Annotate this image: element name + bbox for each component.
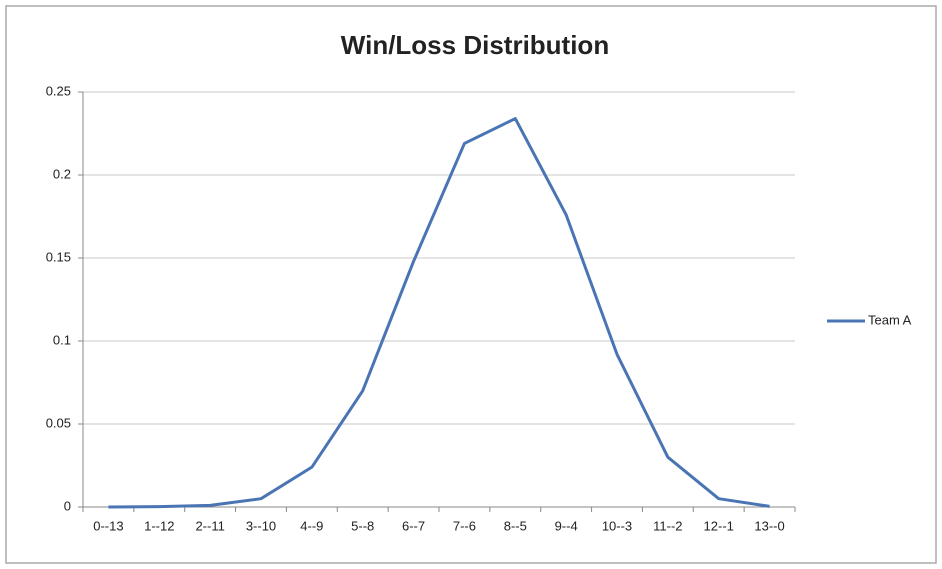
y-tick-label: 0.25 bbox=[46, 83, 71, 98]
x-tick-label: 10--3 bbox=[602, 518, 632, 533]
x-tick-label: 1--12 bbox=[144, 518, 174, 533]
x-tick-label: 3--10 bbox=[246, 518, 276, 533]
legend-label: Team A bbox=[868, 312, 912, 327]
x-tick-label: 12--1 bbox=[704, 518, 734, 533]
x-tick-label: 8--5 bbox=[504, 518, 527, 533]
x-tick-label: 7--6 bbox=[453, 518, 476, 533]
chart-frame bbox=[5, 5, 937, 564]
chart-title: Win/Loss Distribution bbox=[341, 30, 609, 60]
x-tick-label: 13--0 bbox=[754, 518, 784, 533]
x-tick-label: 5--8 bbox=[351, 518, 374, 533]
y-tick-label: 0.05 bbox=[46, 415, 71, 430]
x-tick-label: 0--13 bbox=[93, 518, 123, 533]
y-tick-label: 0.2 bbox=[53, 166, 71, 181]
y-tick-label: 0 bbox=[64, 498, 71, 513]
x-tick-label: 2--11 bbox=[195, 518, 224, 533]
x-tick-label: 6--7 bbox=[402, 518, 425, 533]
y-tick-label: 0.1 bbox=[53, 332, 71, 347]
x-tick-label: 9--4 bbox=[555, 518, 578, 533]
x-tick-label: 4--9 bbox=[300, 518, 323, 533]
x-tick-label: 11--2 bbox=[653, 518, 682, 533]
y-tick-label: 0.15 bbox=[46, 249, 71, 264]
data-line bbox=[108, 117, 770, 509]
